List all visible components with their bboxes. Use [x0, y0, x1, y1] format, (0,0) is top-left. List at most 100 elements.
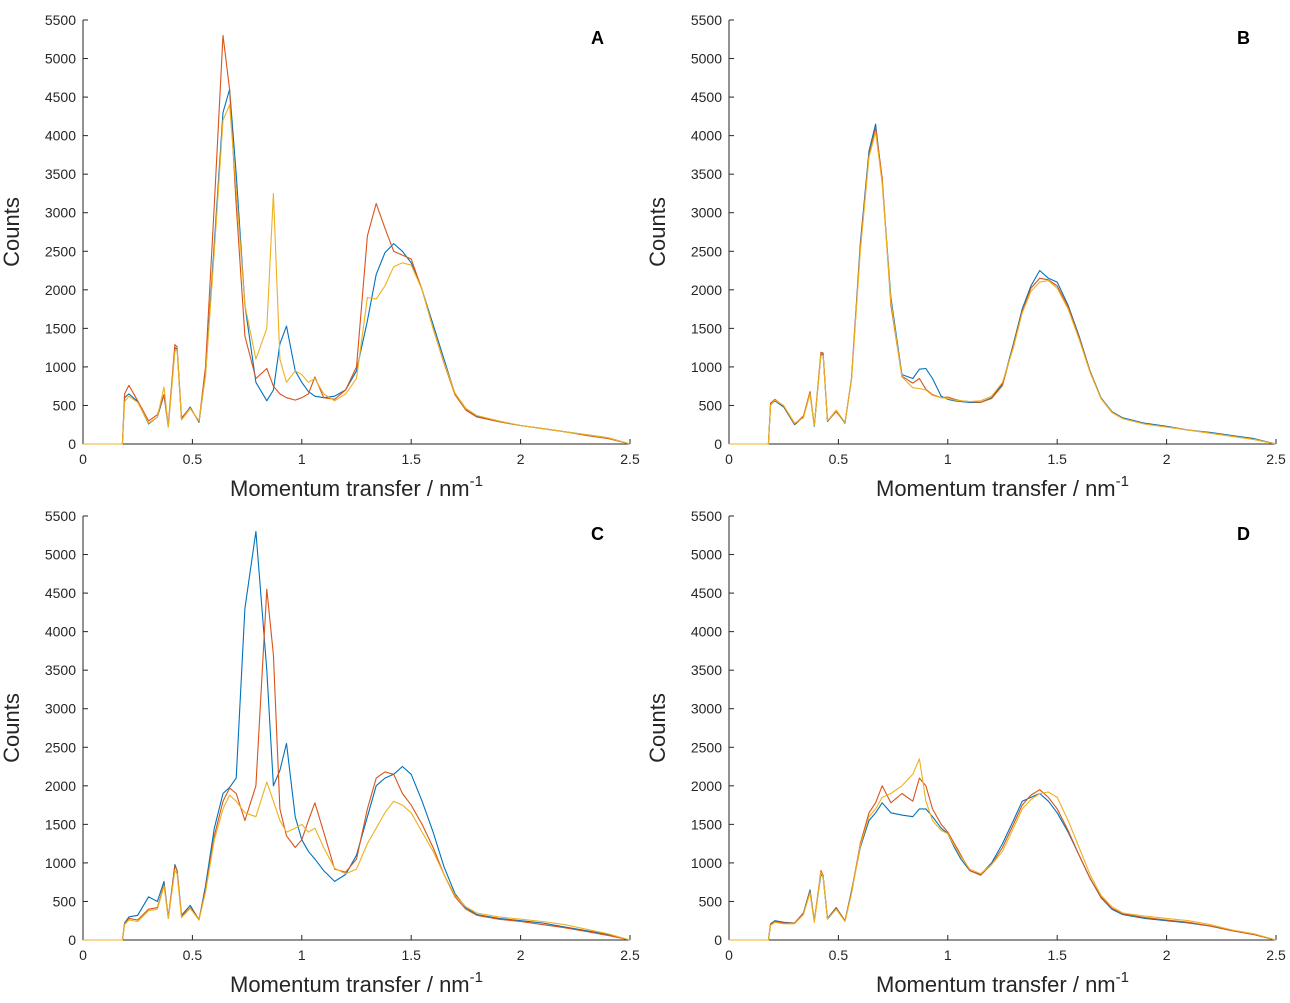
y-axis-title: Counts [645, 693, 670, 763]
x-axis-title: Momentum transfer / nm-1 [876, 969, 1129, 997]
y-axis-title: Counts [0, 197, 24, 267]
x-tick-label: 1 [944, 947, 952, 963]
y-tick-label: 5500 [691, 508, 722, 524]
y-tick-label: 2000 [45, 282, 76, 298]
x-tick-label: 1.5 [401, 947, 421, 963]
x-axis-title: Momentum transfer / nm-1 [876, 473, 1129, 501]
y-tick-label: 3500 [45, 166, 76, 182]
y-tick-label: 3000 [45, 205, 76, 221]
x-tick-label: 2 [517, 451, 525, 467]
series-line-2 [729, 127, 1277, 445]
series-line-3 [83, 104, 631, 445]
x-tick-label: 0 [725, 451, 733, 467]
y-tick-label: 0 [68, 932, 76, 948]
y-tick-label: 500 [699, 893, 723, 909]
y-tick-label: 1500 [45, 816, 76, 832]
x-axis-title-text: Momentum transfer / nm [876, 476, 1116, 501]
y-tick-label: 2500 [45, 243, 76, 259]
y-tick-label: 2500 [691, 243, 722, 259]
y-tick-label: 500 [53, 397, 77, 413]
y-tick-label: 2000 [45, 778, 76, 794]
y-tick-label: 0 [68, 436, 76, 452]
y-tick-label: 5500 [45, 508, 76, 524]
y-tick-label: 4000 [45, 128, 76, 144]
y-tick-label: 5000 [691, 547, 722, 563]
x-tick-label: 1.5 [1047, 451, 1067, 467]
x-tick-label: 0.5 [183, 947, 203, 963]
panel-a: 0 500 1000 1500 2000 2500 3000 3500 4000 4500 5000… [0, 12, 640, 501]
x-axis-title-superscript: -1 [1116, 473, 1129, 490]
y-tick-label: 500 [699, 397, 723, 413]
y-tick-label: 5000 [45, 51, 76, 67]
series-line-1 [729, 792, 1277, 941]
y-tick-label: 1000 [691, 855, 722, 871]
y-tick-label: 4000 [45, 624, 76, 640]
y-tick-label: 4000 [691, 128, 722, 144]
y-axis-title: Counts [645, 197, 670, 267]
x-tick-label: 2.5 [620, 947, 640, 963]
y-axis-title: Counts [0, 693, 24, 763]
y-tick-label: 3500 [691, 166, 722, 182]
x-axis-title-text: Momentum transfer / nm [230, 972, 470, 997]
y-tick-label: 2000 [691, 282, 722, 298]
panel-d: 0 500 1000 1500 2000 2500 3000 3500 4000 4500 5000… [645, 508, 1286, 997]
y-tick-label: 3000 [691, 205, 722, 221]
x-tick-label: 0.5 [829, 451, 849, 467]
y-tick-label: 5500 [45, 12, 76, 28]
x-axis-title-text: Momentum transfer / nm [230, 476, 470, 501]
x-tick-label: 0 [79, 947, 87, 963]
y-tick-label: 2500 [691, 739, 722, 755]
x-tick-label: 2 [517, 947, 525, 963]
y-tick-label: 3000 [691, 701, 722, 717]
series-line-2 [83, 34, 631, 445]
y-tick-label: 1000 [45, 359, 76, 375]
x-tick-label: 2.5 [1266, 451, 1286, 467]
y-tick-label: 4500 [691, 585, 722, 601]
x-axis-title-superscript: -1 [1116, 969, 1129, 986]
panel-label: D [1237, 524, 1250, 544]
y-tick-label: 5000 [691, 51, 722, 67]
y-tick-label: 1500 [691, 320, 722, 336]
y-tick-label: 2000 [691, 778, 722, 794]
x-tick-label: 0.5 [829, 947, 849, 963]
x-tick-label: 2 [1163, 451, 1171, 467]
y-tick-label: 500 [53, 893, 77, 909]
y-tick-label: 1500 [45, 320, 76, 336]
series-line-1 [83, 88, 631, 445]
y-tick-label: 1000 [45, 855, 76, 871]
y-tick-label: 3000 [45, 701, 76, 717]
x-axis-title: Momentum transfer / nm-1 [230, 473, 483, 501]
series-line-3 [83, 781, 631, 941]
y-tick-label: 1500 [691, 816, 722, 832]
y-tick-label: 4500 [691, 89, 722, 105]
panel-label: B [1237, 28, 1250, 48]
panel-label: C [591, 524, 604, 544]
x-tick-label: 1 [298, 451, 306, 467]
series-line-3 [729, 131, 1277, 445]
y-tick-label: 0 [714, 436, 722, 452]
y-tick-label: 3500 [45, 662, 76, 678]
x-axis-title-superscript: -1 [470, 473, 483, 490]
x-tick-label: 2.5 [620, 451, 640, 467]
series-line-1 [83, 530, 631, 941]
y-tick-label: 4500 [45, 585, 76, 601]
panel-c: 0 500 1000 1500 2000 2500 3000 3500 4000 4500 5000… [0, 508, 640, 997]
x-axis-title-text: Momentum transfer / nm [876, 972, 1116, 997]
series-line-2 [729, 777, 1277, 941]
y-tick-label: 5000 [45, 547, 76, 563]
x-tick-label: 0 [79, 451, 87, 467]
x-tick-label: 0 [725, 947, 733, 963]
x-tick-label: 2.5 [1266, 947, 1286, 963]
y-tick-label: 4000 [691, 624, 722, 640]
y-tick-label: 1000 [691, 359, 722, 375]
panel-b: 0 500 1000 1500 2000 2500 3000 3500 4000 4500 5000… [645, 12, 1286, 501]
x-tick-label: 1 [298, 947, 306, 963]
y-tick-label: 3500 [691, 662, 722, 678]
y-tick-label: 4500 [45, 89, 76, 105]
x-tick-label: 1 [944, 451, 952, 467]
y-tick-label: 2500 [45, 739, 76, 755]
x-tick-label: 0.5 [183, 451, 203, 467]
panel-label: A [591, 28, 604, 48]
y-tick-label: 0 [714, 932, 722, 948]
